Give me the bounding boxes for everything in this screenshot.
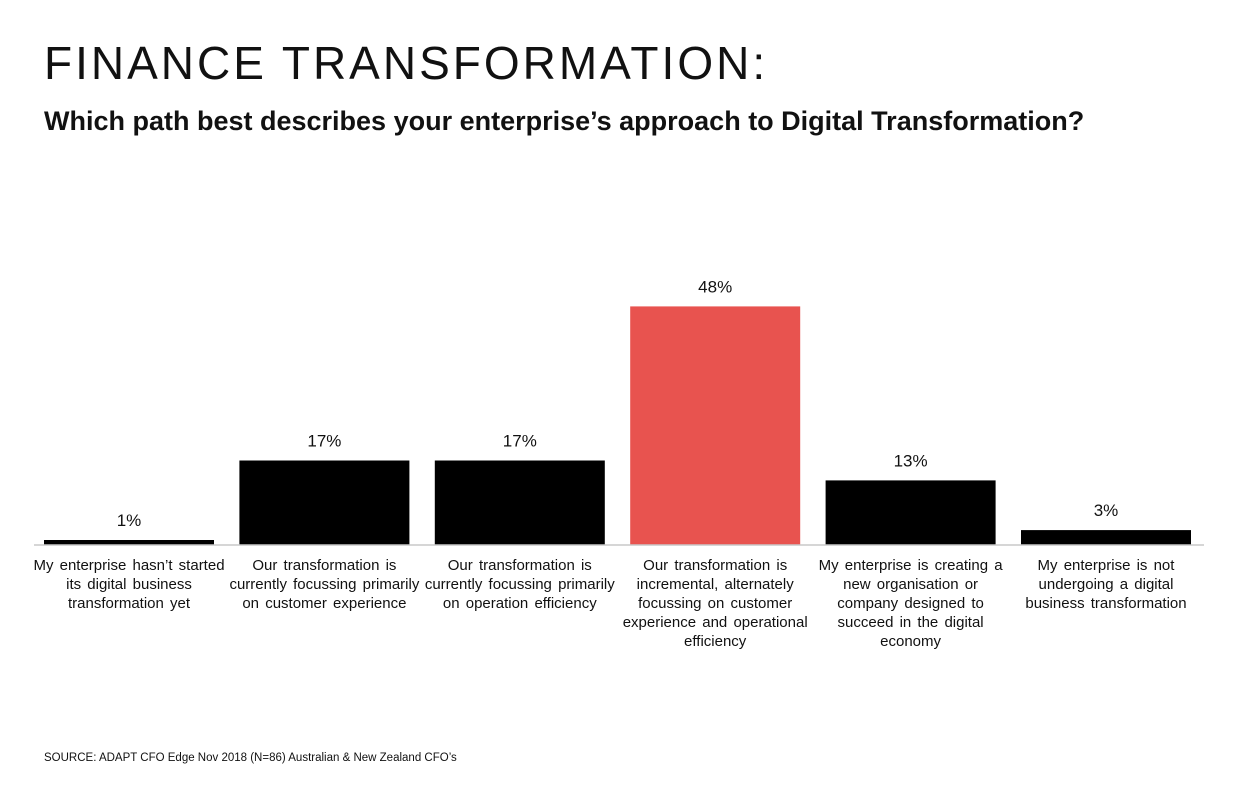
bars-layer xyxy=(44,306,1191,545)
bar-2 xyxy=(239,460,410,545)
category-label-1: My enterprise hasn’t started its digital… xyxy=(33,557,225,612)
category-label-5: My enterprise is creating a new organisa… xyxy=(818,557,1003,650)
source-note: SOURCE: ADAPT CFO Edge Nov 2018 (N=86) A… xyxy=(44,752,457,764)
value-label-4: 48% xyxy=(698,277,732,296)
bar-3 xyxy=(434,460,605,545)
category-label-3: Our transformation is currently focussin… xyxy=(424,557,615,612)
bar-1 xyxy=(44,540,214,545)
bar-6 xyxy=(1021,530,1191,545)
value-labels-layer: 1% 17% 17% 48% 13% 3% xyxy=(117,277,1119,530)
value-label-2: 17% xyxy=(307,432,341,451)
bar-4 xyxy=(630,306,801,545)
value-label-6: 3% xyxy=(1094,501,1119,520)
value-label-3: 17% xyxy=(503,432,537,451)
category-label-6: My enterprise is not undergoing a digita… xyxy=(1025,557,1187,612)
page-title: FINANCE TRANSFORMATION: xyxy=(44,37,769,89)
category-label-2: Our transformation is currently focussin… xyxy=(229,557,420,612)
value-label-1: 1% xyxy=(117,511,142,530)
category-label-4: Our transformation is incremental, alter… xyxy=(622,557,808,650)
bar-5 xyxy=(825,480,996,545)
value-label-5: 13% xyxy=(894,451,928,470)
chart-subtitle: Which path best describes your enterpris… xyxy=(44,106,1085,136)
